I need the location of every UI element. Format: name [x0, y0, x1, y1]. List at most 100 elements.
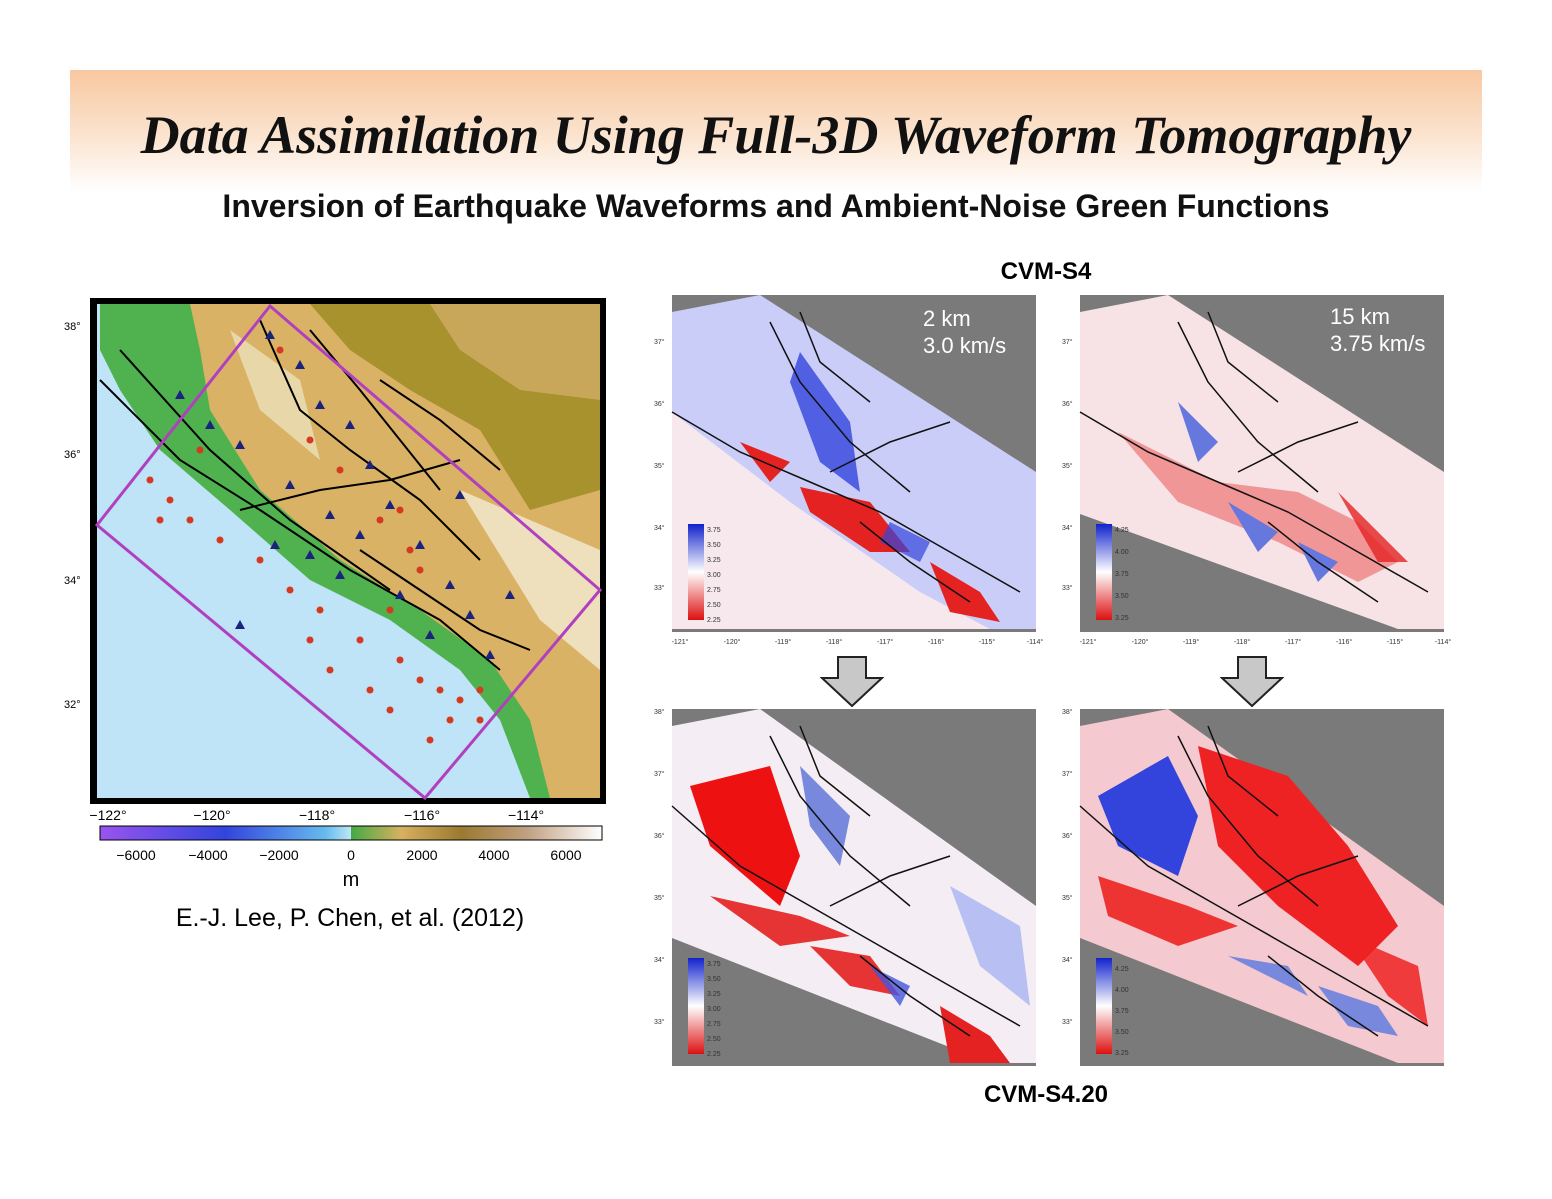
lat-tick: 35° [1062, 462, 1073, 470]
scale-tick: 3.50 [1115, 1029, 1129, 1036]
colorbar-tick: 6000 [550, 847, 581, 863]
lon-tick: -121° [1080, 638, 1097, 646]
colorbar-tick: −6000 [116, 847, 156, 863]
page-title: Data Assimilation Using Full-3D Waveform… [140, 105, 1412, 165]
lon-tick: -114° [1027, 638, 1043, 646]
lat-tick: 33° [654, 1018, 665, 1026]
scale-tick: 3.75 [707, 961, 721, 968]
scale-tick: 2.25 [707, 1051, 721, 1058]
lat-tick: 37° [1062, 770, 1073, 778]
colorbar-tick: −4000 [188, 847, 228, 863]
lat-tick: 38° [1062, 708, 1073, 716]
colorbar-tick: 4000 [478, 847, 509, 863]
scale-tick: 3.25 [1115, 615, 1129, 622]
scale-tick: 2.75 [707, 587, 721, 594]
map-stations [175, 330, 515, 659]
map-lon-tick: −120° [193, 807, 230, 823]
scale-tick: 3.00 [707, 1006, 721, 1013]
map-lat-tick: 36° [64, 449, 81, 461]
scale-tick: 2.25 [707, 617, 721, 624]
map-lon-tick: −122° [89, 807, 126, 823]
title-banner [70, 70, 1482, 192]
lat-tick: 36° [654, 832, 665, 840]
lon-tick: -115° [979, 638, 995, 646]
panel-top-right-annotation: 15 km 3.75 km/s [1330, 303, 1425, 357]
lon-tick: -118° [1234, 638, 1250, 646]
panel-top-right: 4.25 4.00 3.75 3.50 3.25 37° 36° 35° 34°… [1062, 295, 1451, 646]
bottom-label: CVM-S4.20 [983, 1081, 1109, 1108]
model-domain-box [94, 303, 603, 801]
scale-tick: 4.00 [1115, 549, 1129, 556]
lat-tick: 33° [1062, 584, 1073, 592]
lat-tick: 36° [654, 400, 665, 408]
lat-tick: 34° [654, 524, 665, 532]
lat-tick: 33° [654, 584, 665, 592]
lat-tick: 37° [1062, 338, 1073, 346]
scale-tick: 3.50 [1115, 593, 1129, 600]
page-subtitle: Inversion of Earthquake Waveforms and Am… [222, 188, 1330, 224]
lat-tick: 36° [1062, 400, 1073, 408]
map-lat-tick: 32° [64, 699, 81, 711]
lon-tick: -121° [672, 638, 689, 646]
credit: E.-J. Lee, P. Chen, et al. (2012) [175, 904, 525, 932]
colorbar-unit: m [343, 869, 360, 891]
lon-tick: -120° [724, 638, 741, 646]
lat-tick: 37° [654, 338, 665, 346]
lon-tick: -119° [1183, 638, 1199, 646]
panel-bottom-left: 3.75 3.50 3.25 3.00 2.75 2.50 2.25 38° 3… [654, 708, 1036, 1066]
colorbar-tick: −2000 [259, 847, 299, 863]
scale-tick: 3.25 [707, 557, 721, 564]
lon-tick: -114° [1435, 638, 1451, 646]
scale-tick: 2.75 [707, 1021, 721, 1028]
panel-bottom-right: 4.25 4.00 3.75 3.50 3.25 38° 37° 36° 35°… [1062, 708, 1444, 1066]
lat-tick: 38° [654, 708, 665, 716]
lat-tick: 34° [654, 956, 665, 964]
lat-tick: 35° [1062, 894, 1073, 902]
scale-tick: 3.25 [707, 991, 721, 998]
lon-tick: -117° [877, 638, 893, 646]
scale-tick: 4.00 [1115, 987, 1129, 994]
top-label: CVM-S4 [1000, 258, 1092, 285]
depth-label: 15 km [1330, 304, 1390, 329]
arrow-down-left-icon [820, 656, 884, 708]
map-lon-tick: −114° [508, 807, 544, 823]
lat-tick: 34° [1062, 524, 1073, 532]
scale-tick: 4.25 [1115, 966, 1129, 973]
lon-tick: -119° [775, 638, 791, 646]
map-faults [99, 319, 531, 671]
panel-top-left-annotation: 2 km 3.0 km/s [923, 305, 1006, 359]
scale-tick: 2.50 [707, 1036, 721, 1043]
velocity-label: 3.75 km/s [1330, 331, 1426, 356]
lat-tick: 35° [654, 462, 665, 470]
lon-tick: -118° [826, 638, 842, 646]
scale-tick: 3.50 [707, 542, 721, 549]
lat-tick: 34° [1062, 956, 1073, 964]
panel-top-left: 3.75 3.50 3.25 3.00 2.75 2.50 2.25 37° 3… [654, 295, 1043, 646]
lat-tick: 37° [654, 770, 665, 778]
map-lat-tick: 34° [64, 575, 81, 587]
scale-tick: 3.75 [1115, 1008, 1129, 1015]
lon-tick: -117° [1285, 638, 1301, 646]
map-lon-tick: −118° [299, 807, 335, 823]
scale-tick: 3.75 [707, 527, 721, 534]
lon-tick: -115° [1387, 638, 1403, 646]
scale-tick: 3.25 [1115, 1050, 1129, 1057]
scale-tick: 3.50 [707, 976, 721, 983]
arrow-down-right-icon [1220, 656, 1284, 708]
map-lon-tick: −116° [404, 807, 440, 823]
scale-tick: 3.00 [707, 572, 721, 579]
lon-tick: -116° [928, 638, 944, 646]
map-lat-tick: 38° [64, 321, 81, 333]
scale-tick: 2.50 [707, 602, 721, 609]
scale-tick: 4.25 [1115, 527, 1129, 534]
lat-tick: 33° [1062, 1018, 1073, 1026]
velocity-label: 3.0 km/s [923, 333, 1007, 358]
elevation-colorbar [99, 825, 603, 841]
lat-tick: 36° [1062, 832, 1073, 840]
colorbar-tick: 0 [347, 847, 355, 863]
lon-tick: -120° [1132, 638, 1149, 646]
colorbar-tick: 2000 [406, 847, 437, 863]
depth-label: 2 km [923, 306, 971, 331]
station-map: 38° 36° 34° 32° −122° −120° −118° −116° … [64, 298, 606, 891]
lon-tick: -116° [1336, 638, 1352, 646]
